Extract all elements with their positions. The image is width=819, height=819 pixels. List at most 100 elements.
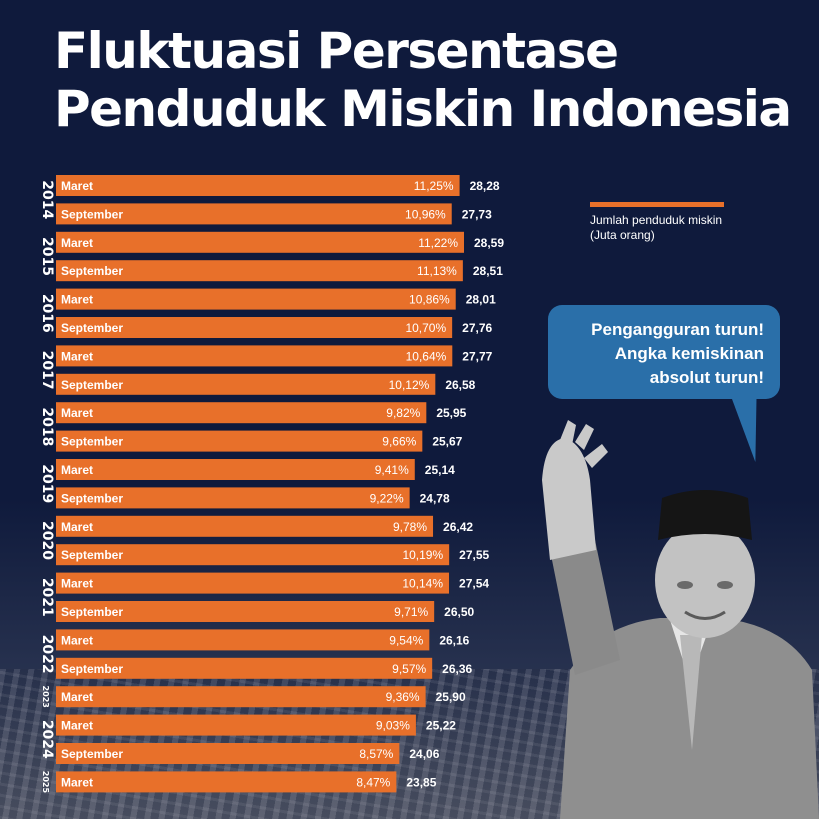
- bar-count-label: 23,85: [406, 775, 436, 789]
- bar-percent-label: 10,14%: [402, 577, 443, 591]
- year-label: 2014: [39, 180, 55, 219]
- bar-count-label: 27,54: [459, 577, 489, 591]
- bar-category-label: September: [61, 548, 123, 562]
- bar-category-label: Maret: [61, 349, 93, 363]
- bar-category-label: September: [61, 605, 123, 619]
- speech-line-1: Pengangguran turun!: [591, 320, 764, 339]
- bar: [56, 515, 434, 537]
- year-label: 2018: [39, 407, 55, 446]
- bar-count-label: 28,28: [470, 179, 500, 193]
- speech-line-2: Angka kemiskinan: [614, 344, 764, 363]
- bar-category-label: Maret: [61, 719, 93, 733]
- bar-percent-label: 9,71%: [394, 605, 428, 619]
- bar-category-label: Maret: [61, 463, 93, 477]
- bar: [56, 430, 423, 452]
- bar: [56, 743, 400, 764]
- year-label: 2023: [41, 686, 50, 708]
- bar-percent-label: 9,82%: [386, 406, 420, 420]
- bar-percent-label: 10,12%: [389, 378, 430, 392]
- bar-category-label: Maret: [61, 577, 93, 591]
- bar: [56, 544, 450, 566]
- bar: [56, 373, 436, 395]
- bar-count-label: 25,22: [426, 719, 456, 733]
- bar: [56, 260, 463, 282]
- legend-label-line-1: Jumlah penduduk miskin: [590, 213, 723, 227]
- bar-category-label: Maret: [61, 406, 93, 420]
- bar-count-label: 24,78: [420, 491, 450, 505]
- bar-percent-label: 9,54%: [389, 633, 423, 647]
- bar-count-label: 25,14: [425, 463, 455, 477]
- bar-count-label: 27,76: [462, 321, 492, 335]
- bar-percent-label: 10,70%: [405, 321, 446, 335]
- bar-percent-label: 9,57%: [392, 662, 426, 676]
- bar-percent-label: 9,78%: [393, 520, 427, 534]
- bar: [56, 175, 460, 196]
- year-label: 2021: [39, 578, 55, 617]
- year-label: 2025: [41, 771, 50, 794]
- bar-percent-label: 10,19%: [402, 548, 443, 562]
- bar: [56, 714, 416, 736]
- bar: [56, 572, 450, 594]
- bar-count-label: 26,36: [442, 662, 472, 676]
- bar-percent-label: 9,41%: [375, 463, 409, 477]
- year-label: 2020: [39, 521, 55, 560]
- legend-swatch: [590, 202, 724, 207]
- speech-line-3: absolut turun!: [649, 368, 764, 387]
- bar-category-label: September: [61, 747, 123, 761]
- bar-count-label: 26,50: [444, 605, 474, 619]
- bar-category-label: Maret: [61, 633, 93, 647]
- bar-category-label: September: [61, 207, 123, 221]
- bar-percent-label: 9,22%: [370, 491, 404, 505]
- bar: [56, 771, 397, 793]
- bar-category-label: September: [61, 378, 123, 392]
- year-label: 2016: [39, 294, 55, 333]
- bar-count-label: 25,90: [436, 690, 466, 704]
- bar-percent-label: 10,64%: [406, 349, 447, 363]
- bar: [56, 345, 453, 367]
- year-label: 2017: [39, 351, 55, 390]
- bar: [56, 459, 415, 480]
- bar-category-label: Maret: [61, 179, 93, 193]
- bar-count-label: 26,58: [445, 378, 475, 392]
- bar-count-label: 24,06: [409, 747, 439, 761]
- bar-count-label: 27,77: [462, 349, 492, 363]
- year-label: 2019: [39, 464, 55, 503]
- bar: [56, 686, 426, 708]
- bar-category-label: Maret: [61, 236, 93, 250]
- bar-count-label: 28,59: [474, 236, 504, 250]
- bar-category-label: September: [61, 435, 123, 449]
- title-line-2: Penduduk Miskin Indonesia: [54, 80, 792, 138]
- legend: Jumlah penduduk miskin (Juta orang): [590, 202, 770, 243]
- bar: [56, 288, 456, 310]
- bar-count-label: 27,73: [462, 207, 492, 221]
- legend-label-line-2: (Juta orang): [590, 228, 655, 242]
- title-line-1: Fluktuasi Persentase: [54, 22, 619, 80]
- bar-count-label: 26,42: [443, 520, 473, 534]
- bar: [56, 203, 452, 225]
- speech-bubble: Pengangguran turun! Angka kemiskinan abs…: [548, 305, 780, 399]
- bar-category-label: September: [61, 321, 123, 335]
- bar-count-label: 28,01: [466, 293, 496, 307]
- bar: [56, 629, 430, 651]
- bar: [56, 402, 427, 424]
- year-label: 2015: [39, 237, 55, 276]
- bar-category-label: Maret: [61, 690, 93, 704]
- bar-count-label: 28,51: [473, 264, 503, 278]
- bar-category-label: September: [61, 264, 123, 278]
- bar: [56, 231, 464, 253]
- bar-percent-label: 9,66%: [382, 435, 416, 449]
- bar-count-label: 27,55: [459, 548, 489, 562]
- bar-count-label: 25,67: [432, 435, 462, 449]
- bar-percent-label: 11,13%: [417, 264, 457, 278]
- bar-percent-label: 10,96%: [405, 207, 446, 221]
- president-figure: [542, 420, 819, 819]
- bar-category-label: Maret: [61, 293, 93, 307]
- bar-percent-label: 9,03%: [376, 719, 410, 733]
- bar-category-label: September: [61, 662, 123, 676]
- bar-percent-label: 11,22%: [418, 236, 458, 250]
- bar-percent-label: 8,57%: [359, 747, 393, 761]
- page-title: Fluktuasi Persentase Penduduk Miskin Ind…: [54, 22, 792, 138]
- bar-category-label: Maret: [61, 775, 93, 789]
- bar-percent-label: 8,47%: [356, 775, 390, 789]
- bar-category-label: September: [61, 491, 123, 505]
